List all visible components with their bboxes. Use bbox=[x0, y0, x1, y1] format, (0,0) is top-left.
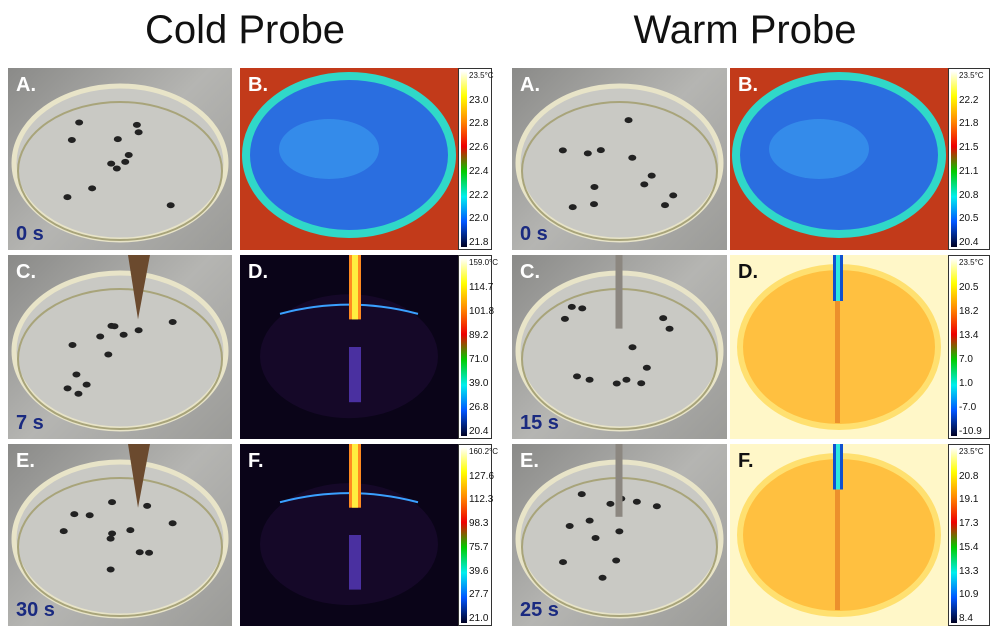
colorbar-label: 112.3 bbox=[469, 494, 493, 505]
colorbar-label: 75.7 bbox=[469, 542, 488, 553]
colorbar-label: 8.4 bbox=[959, 613, 973, 624]
time-label: 15 s bbox=[520, 412, 559, 435]
colorbar-label: 22.6 bbox=[469, 142, 488, 153]
colorbar-label: 20.5 bbox=[959, 282, 978, 293]
colorbar: 23.5°C 20.8 19.1 17.3 15.4 13.3 10.9 8.4 bbox=[948, 444, 990, 626]
panel-letter: F. bbox=[248, 450, 264, 473]
photo-panel: C. 15 s bbox=[512, 255, 727, 439]
colorbar-gradient bbox=[951, 447, 957, 623]
thermal-panel: F. bbox=[240, 444, 458, 626]
colorbar-label: 23.5°C bbox=[959, 258, 984, 267]
colorbar-label: 22.2 bbox=[959, 95, 978, 106]
colorbar-gradient bbox=[461, 71, 467, 247]
time-label: 30 s bbox=[16, 599, 55, 622]
figure: Cold Probe A. 0 s B. 23.5°C 23.0 22.8 22.6 22.… bbox=[0, 0, 992, 628]
colorbar-label: 20.8 bbox=[959, 471, 978, 482]
colorbar-label: 71.0 bbox=[469, 354, 488, 365]
colorbar-label: 20.8 bbox=[959, 190, 978, 201]
colorbar-label: 114.7 bbox=[469, 282, 493, 293]
colorbar-label: 101.8 bbox=[469, 306, 494, 317]
panel-letter: A. bbox=[520, 74, 540, 97]
time-label: 7 s bbox=[16, 412, 44, 435]
panel-art bbox=[240, 444, 458, 626]
colorbar-gradient bbox=[951, 258, 957, 436]
colorbar-label: 21.8 bbox=[959, 118, 978, 129]
colorbar-label: 23.5°C bbox=[469, 71, 494, 80]
colorbar: 23.5°C 23.0 22.8 22.6 22.4 22.2 22.0 21.8 bbox=[458, 68, 492, 250]
colorbar-label: 22.4 bbox=[469, 166, 488, 177]
panel-letter: A. bbox=[16, 74, 36, 97]
colorbar-label: 21.0 bbox=[469, 613, 488, 624]
panel-letter: B. bbox=[248, 74, 268, 97]
panel-letter: C. bbox=[16, 261, 36, 284]
colorbar: 23.5°C 20.5 18.2 13.4 7.0 1.0 -7.0 -10.9 bbox=[948, 255, 990, 439]
thermal-panel: B. bbox=[730, 68, 948, 250]
colorbar-label: 21.1 bbox=[959, 166, 978, 177]
panel-letter: C. bbox=[520, 261, 540, 284]
thermal-panel: D. bbox=[730, 255, 948, 439]
panel-letter: B. bbox=[738, 74, 758, 97]
colorbar-label: 23.5°C bbox=[959, 447, 984, 456]
colorbar-label: 98.3 bbox=[469, 518, 488, 529]
photo-panel: A. 0 s bbox=[512, 68, 727, 250]
colorbar-label: 159.0°C bbox=[469, 258, 498, 267]
colorbar-label: 89.2 bbox=[469, 330, 488, 341]
colorbar-label: 23.0 bbox=[469, 95, 488, 106]
photo-panel: A. 0 s bbox=[8, 68, 232, 250]
colorbar-label: 13.3 bbox=[959, 566, 978, 577]
colorbar-label: 20.4 bbox=[469, 426, 488, 437]
colorbar-label: 26.8 bbox=[469, 402, 488, 413]
time-label: 0 s bbox=[16, 223, 44, 246]
colorbar-label: 19.1 bbox=[959, 494, 978, 505]
colorbar-label: 39.0 bbox=[469, 378, 488, 389]
colorbar-label: 20.4 bbox=[959, 237, 978, 248]
group-title: Cold Probe bbox=[0, 8, 490, 53]
colorbar-label: 22.2 bbox=[469, 190, 488, 201]
colorbar-label: 127.6 bbox=[469, 471, 494, 482]
colorbar-gradient bbox=[461, 447, 467, 623]
colorbar: 23.5°C 22.2 21.8 21.5 21.1 20.8 20.5 20.4 bbox=[948, 68, 990, 250]
colorbar-label: -10.9 bbox=[959, 426, 982, 437]
panel-letter: D. bbox=[248, 261, 268, 284]
colorbar-label: 27.7 bbox=[469, 589, 488, 600]
colorbar-label: 21.8 bbox=[469, 237, 488, 248]
colorbar-label: 21.5 bbox=[959, 142, 978, 153]
photo-panel: E. 25 s bbox=[512, 444, 727, 626]
panel-letter: E. bbox=[520, 450, 539, 473]
colorbar-label: 10.9 bbox=[959, 589, 978, 600]
colorbar-gradient bbox=[951, 71, 957, 247]
time-label: 0 s bbox=[520, 223, 548, 246]
colorbar-label: 15.4 bbox=[959, 542, 978, 553]
colorbar-label: 22.8 bbox=[469, 118, 488, 129]
panel-art bbox=[240, 255, 458, 439]
thermal-panel: B. bbox=[240, 68, 458, 250]
colorbar-label: 22.0 bbox=[469, 213, 488, 224]
panel-art bbox=[730, 255, 948, 439]
group-title: Warm Probe bbox=[500, 8, 990, 53]
photo-panel: C. 7 s bbox=[8, 255, 232, 439]
colorbar-label: -7.0 bbox=[959, 402, 976, 413]
panel-letter: E. bbox=[16, 450, 35, 473]
colorbar-label: 23.5°C bbox=[959, 71, 984, 80]
thermal-panel: F. bbox=[730, 444, 948, 626]
panel-art bbox=[730, 444, 948, 626]
panel-art bbox=[240, 68, 458, 250]
thermal-panel: D. bbox=[240, 255, 458, 439]
colorbar-label: 17.3 bbox=[959, 518, 978, 529]
colorbar-label: 20.5 bbox=[959, 213, 978, 224]
colorbar-label: 7.0 bbox=[959, 354, 973, 365]
colorbar-label: 160.2°C bbox=[469, 447, 498, 456]
colorbar-label: 1.0 bbox=[959, 378, 973, 389]
panel-letter: D. bbox=[738, 261, 758, 284]
time-label: 25 s bbox=[520, 599, 559, 622]
colorbar-label: 39.6 bbox=[469, 566, 488, 577]
colorbar-gradient bbox=[461, 258, 467, 436]
colorbar-label: 18.2 bbox=[959, 306, 978, 317]
photo-panel: E. 30 s bbox=[8, 444, 232, 626]
panel-art bbox=[730, 68, 948, 250]
panel-letter: F. bbox=[738, 450, 754, 473]
colorbar-label: 13.4 bbox=[959, 330, 978, 341]
